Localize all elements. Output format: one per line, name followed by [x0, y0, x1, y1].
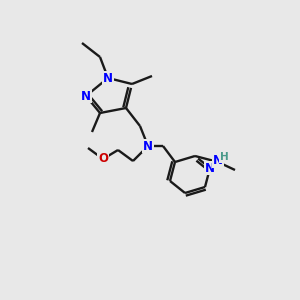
Text: O: O [98, 152, 108, 166]
Text: N: N [213, 154, 223, 167]
Text: H: H [220, 152, 228, 162]
Text: N: N [103, 71, 113, 85]
Text: N: N [143, 140, 153, 152]
Text: N: N [205, 161, 215, 175]
Text: N: N [81, 89, 91, 103]
